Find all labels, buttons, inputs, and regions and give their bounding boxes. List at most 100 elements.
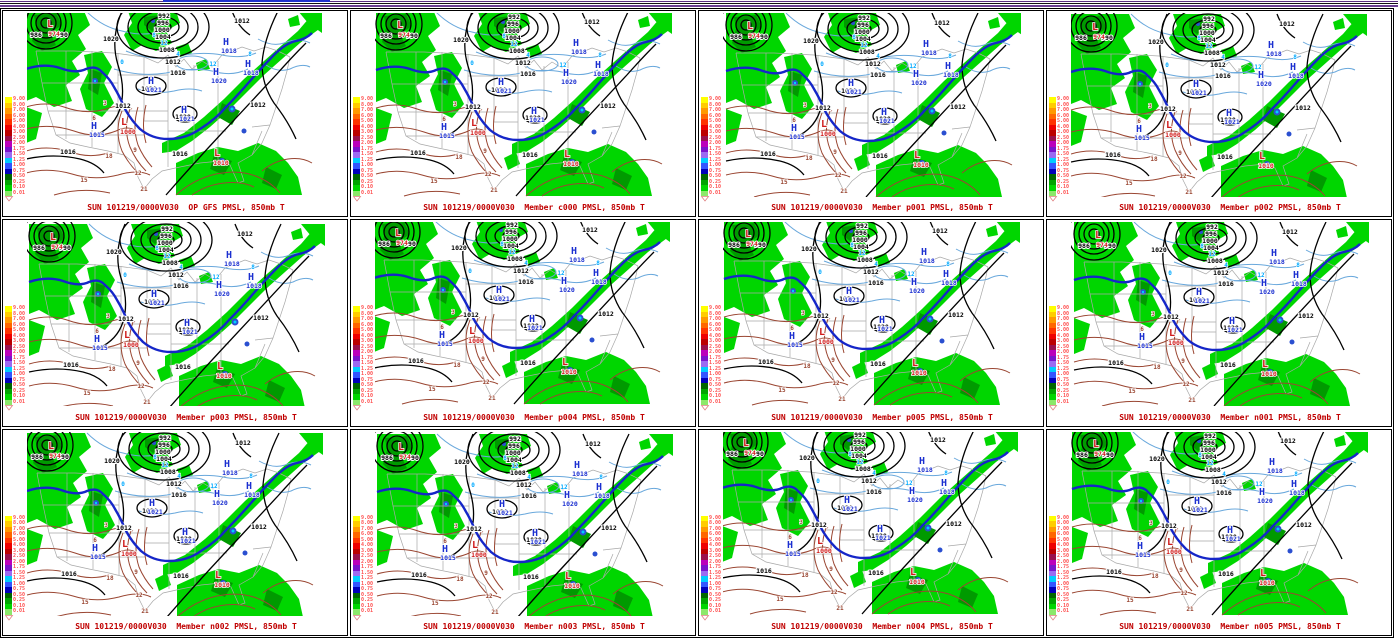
legend-row: 1.75 <box>1049 565 1069 571</box>
legend-swatch <box>701 135 708 141</box>
state-border-line <box>1084 257 1339 281</box>
legend-swatch <box>5 598 12 604</box>
pressure-label: 1008 <box>855 465 871 473</box>
warm-isotherm <box>467 111 489 175</box>
cold-temp-label: 12 <box>212 274 220 281</box>
legend-swatch <box>5 135 12 141</box>
state-border-line <box>387 469 642 493</box>
legend-value: 3.00 <box>709 338 722 345</box>
high-pressure-value: 1015 <box>1135 551 1151 559</box>
pressure-label: 1012 <box>584 18 600 26</box>
legend-row: 0.10 <box>353 184 373 191</box>
high-pressure-marker: H <box>216 280 222 291</box>
cold-isotherm <box>961 483 1007 490</box>
legend-value: 1.50 <box>13 360 26 367</box>
warm-temp-label: 9 <box>1178 150 1182 157</box>
legend-row: 4.00 <box>1049 124 1069 130</box>
low-pressure-marker: L <box>1260 568 1266 579</box>
legend-swatch <box>5 581 12 588</box>
legend-value: 1.50 <box>361 151 374 157</box>
warm-isotherm <box>1188 107 1192 147</box>
precip-heavy-spot <box>578 316 582 320</box>
legend-swatch <box>701 157 708 163</box>
legend-swatch <box>353 141 360 147</box>
warm-temp-label: 18 <box>1151 573 1159 580</box>
legend-swatch <box>701 515 708 522</box>
legend-underflow-arrow <box>1049 196 1058 202</box>
warm-isotherm <box>1100 192 1156 197</box>
legend-swatch <box>1049 603 1056 610</box>
precip-area <box>147 228 167 245</box>
legend-value: 1.75 <box>1057 145 1070 152</box>
legend-swatch <box>353 399 360 406</box>
legend-row: 4.00 <box>353 543 373 549</box>
precip-area <box>211 576 233 597</box>
high-pressure-marker: H <box>1136 124 1142 135</box>
legend-value: 0.01 <box>709 189 722 196</box>
isobar <box>1202 232 1220 244</box>
high-pressure-value: 1021 <box>494 295 510 303</box>
legend-value: 0.75 <box>13 376 26 383</box>
warm-isotherm <box>264 371 316 385</box>
legend-swatch <box>5 311 12 318</box>
pressure-label: 992 <box>159 434 171 442</box>
isobar <box>959 222 995 350</box>
weather-map: 1020992996100010041008101210161012101210… <box>375 13 672 197</box>
legend-row: 5.00 <box>5 328 25 334</box>
pressure-label: 1016 <box>872 152 888 160</box>
legend-row: 1.75 <box>1049 355 1069 362</box>
pressure-label: 1012 <box>950 103 966 111</box>
legend-value: 7.00 <box>709 107 722 113</box>
isobar <box>172 105 198 123</box>
legend-row: 0.10 <box>701 603 721 610</box>
precip-legend: 9.00 8.00 7.00 6.00 5.00 4.00 3.00 2.50 2.00 1.75… <box>5 515 26 621</box>
low-pressure-value: 1000 <box>470 129 486 137</box>
pressure-label: 1016 <box>868 279 884 287</box>
legend-value: 2.00 <box>1057 349 1070 356</box>
isobar <box>872 107 898 125</box>
legend-row: 1.00 <box>353 162 373 169</box>
pressure-label: 992 <box>1206 223 1218 231</box>
legend-row: 3.00 <box>5 339 25 345</box>
high-pressure-value: 1020 <box>214 290 230 298</box>
legend-value: 0.25 <box>1057 597 1070 604</box>
legend-row: 2.00 <box>701 559 721 566</box>
pressure-label: 1004 <box>155 33 171 41</box>
low-pressure-value: 974 <box>746 240 758 248</box>
high-pressure-marker: H <box>879 315 885 326</box>
legend-swatch <box>5 130 12 136</box>
warm-isotherm <box>1073 381 1199 390</box>
label-layer: 1020992996100010041008101210161012101210… <box>1077 222 1315 405</box>
legend-row: 2.00 <box>353 350 373 356</box>
legend-value: 7.00 <box>13 525 26 532</box>
isobar <box>1279 222 1299 247</box>
cold-temp-label: 12 <box>210 483 218 490</box>
legend-swatch <box>701 603 708 610</box>
legend-swatch <box>353 328 360 334</box>
low-pressure-marker: L <box>50 232 56 243</box>
pressure-label: 1012 <box>1213 269 1229 277</box>
pressure-label: 1008 <box>162 259 178 267</box>
cold-temp-label: 4 <box>524 260 528 267</box>
header-link-underline[interactable] <box>163 0 330 2</box>
high-pressure-value: 1018 <box>939 488 955 496</box>
pressure-label: 992 <box>858 14 870 22</box>
legend-row: 1.75 <box>353 355 373 362</box>
isobar <box>795 13 824 138</box>
warm-temp-label: 18 <box>105 153 113 160</box>
legend-swatch <box>1049 339 1056 345</box>
legend-value: 0.50 <box>1057 591 1070 598</box>
pressure-label: 1016 <box>520 70 536 78</box>
legend-swatch <box>5 355 12 362</box>
pressure-label: 1020 <box>1148 38 1164 46</box>
legend-swatch <box>1049 355 1056 362</box>
warm-temp-label: 15 <box>430 178 438 185</box>
precip-area <box>1258 366 1280 387</box>
warm-temp-label: 21 <box>143 399 151 406</box>
legend-row: 1.00 <box>1049 372 1069 378</box>
precip-area <box>908 365 930 386</box>
warm-isotherm <box>1171 111 1192 175</box>
high-pressure-value: 1018 <box>246 282 262 290</box>
high-pressure-marker: H <box>911 277 917 288</box>
legend-row: 0.50 <box>5 592 25 599</box>
